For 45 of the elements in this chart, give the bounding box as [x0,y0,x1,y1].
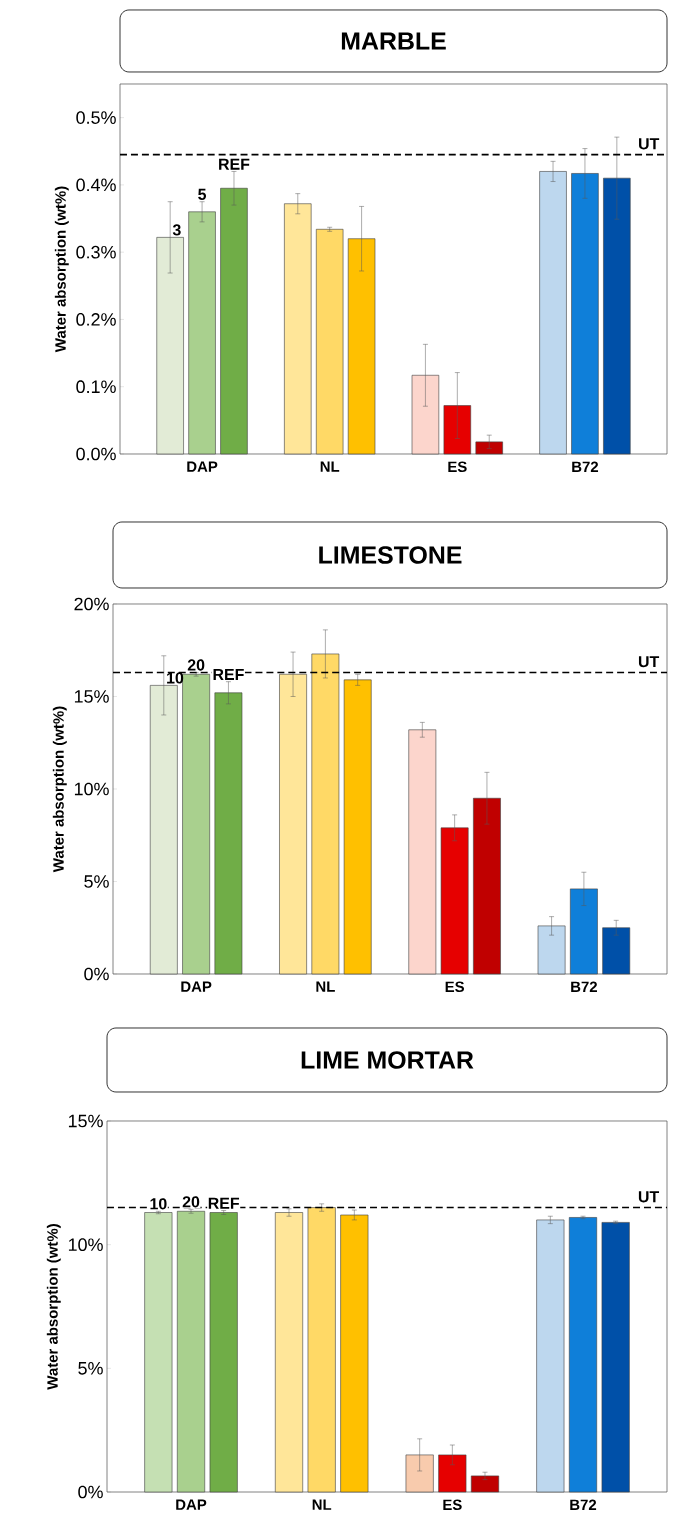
series-label: REF [219,158,250,170]
chart-title: MARBLE [341,32,446,50]
y-tick-label: 0.3% [76,245,116,259]
y-tick-label: 0.1% [76,380,116,394]
y-tick-label: 10% [74,782,109,796]
x-tick-label: DAP [176,1499,207,1510]
chart-title: LIME MORTAR [301,1051,474,1069]
x-tick-label: B72 [570,1499,597,1510]
y-tick-label: 20% [74,597,109,611]
x-tick-label: NL [316,981,335,992]
x-tick-label: DAP [187,461,218,472]
x-tick-label: ES [445,981,465,993]
y-tick-label: 0% [78,1485,103,1499]
series-label: 20 [182,1196,200,1208]
y-tick-label: 5% [84,875,109,888]
series-label: REF [213,668,244,680]
x-tick-label: ES [448,461,467,473]
ref-line-label: UT [639,138,660,150]
x-tick-label: B72 [571,981,597,992]
series-label: 3 [172,224,181,236]
y-tick-label: 15% [68,1114,103,1128]
y-tick-label: 0.2% [76,313,116,326]
y-axis-title: Water absorption (wt%) [54,186,69,353]
ref-line-label: UT [638,1191,660,1203]
y-tick-label: 0.0% [76,447,116,461]
x-tick-label: B72 [572,461,599,472]
x-tick-label: NL [320,461,340,472]
x-tick-label: NL [312,1499,332,1510]
series-label: 10 [167,672,184,684]
series-label: 5 [198,188,207,200]
y-axis-title: Water absorption (wt%) [52,706,67,873]
y-tick-label: 0.5% [76,111,116,124]
x-tick-label: DAP [181,981,212,992]
series-label: 10 [150,1198,167,1210]
chart-title: LIMESTONE [319,546,462,564]
y-tick-label: 5% [78,1362,103,1375]
y-tick-label: 15% [74,690,109,703]
y-tick-label: 10% [68,1238,103,1252]
x-tick-label: ES [443,1499,462,1511]
y-tick-label: 0% [84,967,109,981]
y-tick-label: 0.4% [76,178,116,192]
series-label: 20 [187,659,205,671]
ref-line-label: UT [638,656,660,668]
series-label: REF [208,1197,240,1209]
y-axis-title: Water absorption (wt%) [46,1224,61,1390]
